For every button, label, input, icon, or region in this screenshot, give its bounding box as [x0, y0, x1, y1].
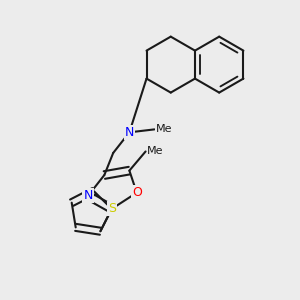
Text: O: O [132, 186, 142, 199]
Text: Me: Me [156, 124, 172, 134]
Text: S: S [108, 202, 116, 215]
Text: N: N [125, 126, 134, 139]
Text: Me: Me [147, 146, 164, 157]
Text: N: N [83, 189, 93, 202]
